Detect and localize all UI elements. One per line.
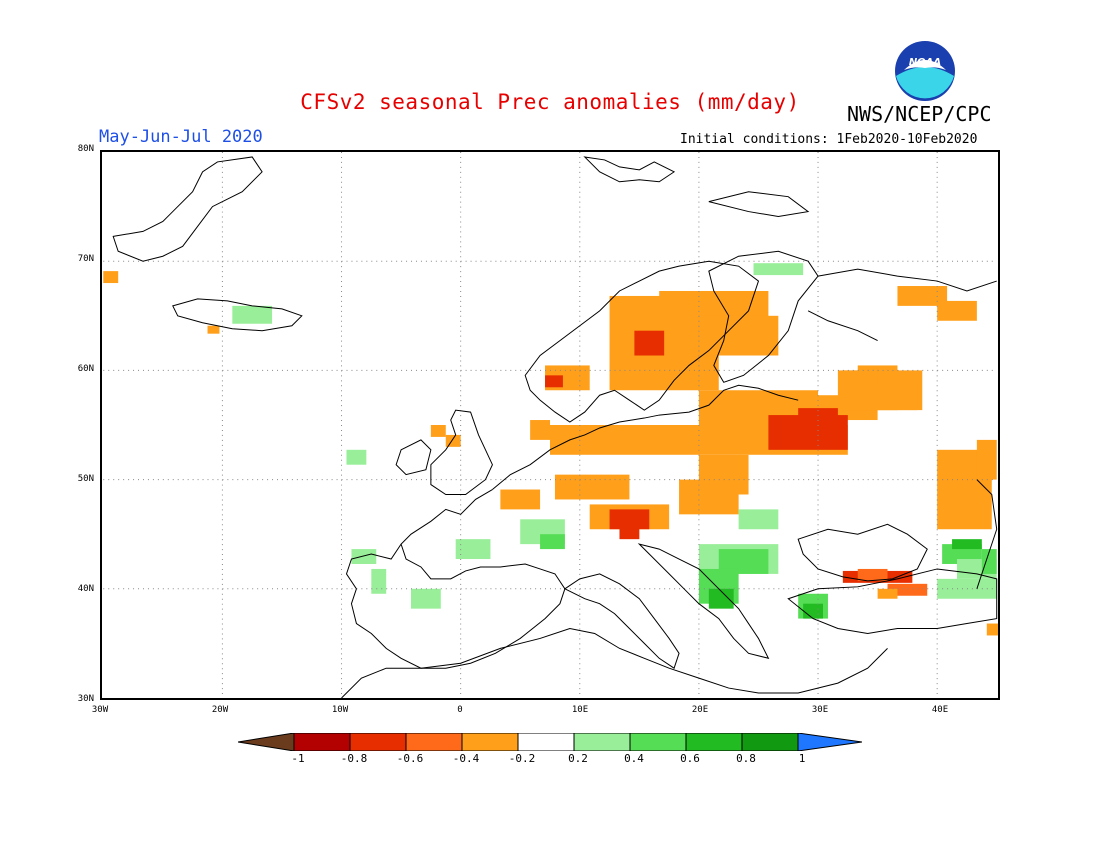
anomaly-map <box>100 150 1000 700</box>
anomaly-patch-orange <box>976 439 997 480</box>
anomaly-patch-darkgreen <box>708 588 734 609</box>
lat-tick-50N: 50N <box>77 474 94 484</box>
colorbar-arrow-right <box>797 733 862 751</box>
colorbar-label: -0.2 <box>508 752 536 765</box>
anomaly-patch-orange <box>937 300 977 321</box>
colorbar-swatch <box>685 733 743 751</box>
agency-label: NWS/NCEP/CPC <box>847 102 992 126</box>
anomaly-patch-darkgreen <box>952 539 982 550</box>
anomaly-patch-orange <box>103 271 119 284</box>
anomaly-patch-darkorange <box>887 583 928 596</box>
anomaly-patch-lightgreen <box>455 539 491 560</box>
map-title: CFSv2 seasonal Prec anomalies (mm/day) <box>300 90 800 114</box>
lat-tick-40N: 40N <box>77 584 94 594</box>
lat-tick-80N: 80N <box>77 144 94 154</box>
anomaly-patch-lightgreen <box>411 588 441 609</box>
lon-tick-30E: 30E <box>811 705 829 715</box>
anomaly-patch-orange <box>207 325 220 334</box>
anomaly-patch-orange <box>554 474 630 500</box>
lon-tick-20W: 20W <box>211 705 229 715</box>
anomaly-patch-orange <box>530 420 550 440</box>
lat-tick-70N: 70N <box>77 254 94 264</box>
anomaly-patch-red <box>634 330 665 356</box>
anomaly-patch-orange <box>897 286 948 306</box>
anomaly-patch-green <box>540 534 565 550</box>
lon-tick-40E: 40E <box>931 705 949 715</box>
colorbar-label: -0.8 <box>340 752 368 765</box>
anomaly-patch-orange <box>445 434 461 447</box>
colorbar-label: -1 <box>291 752 305 765</box>
anomaly-patch-lightgreen <box>753 263 804 276</box>
anomaly-patch-orange <box>698 454 749 495</box>
anomaly-patch-orange <box>430 425 446 437</box>
anomaly-patch-lightgreen <box>232 305 273 324</box>
colorbar-swatch <box>741 733 799 751</box>
anomaly-patch-orange <box>698 315 779 356</box>
colorbar-swatch <box>405 733 463 751</box>
colorbar <box>238 733 862 751</box>
colorbar-label: 1 <box>798 752 806 765</box>
lat-tick-60N: 60N <box>77 364 94 374</box>
anomaly-cells <box>103 263 998 636</box>
colorbar-label: 0.8 <box>736 752 756 765</box>
logo-text: NOAA <box>909 57 941 68</box>
lon-tick-20E: 20E <box>691 705 709 715</box>
lon-tick-0: 0 <box>457 705 463 715</box>
anomaly-patch-lightgreen <box>351 549 377 564</box>
anomaly-patch-orange <box>986 623 998 636</box>
coastlines <box>112 156 998 698</box>
anomaly-patch-lightgreen <box>371 568 387 594</box>
colorbar-label: 0.2 <box>568 752 588 765</box>
anomaly-patch-red <box>609 509 650 530</box>
colorbar-swatch <box>629 733 687 751</box>
colorbar-arrow-left <box>238 733 295 751</box>
lon-tick-30W: 30W <box>91 705 109 715</box>
colorbar-label: 0.6 <box>680 752 700 765</box>
initial-conditions: Initial conditions: 1Feb2020-10Feb2020 <box>680 132 978 147</box>
colorbar-swatch <box>573 733 631 751</box>
anomaly-patch-red <box>619 524 640 540</box>
colorbar-swatch <box>293 733 351 751</box>
lon-tick-10W: 10W <box>331 705 349 715</box>
lon-tick-10E: 10E <box>571 705 589 715</box>
anomaly-patch-darkgreen <box>803 603 823 619</box>
anomaly-patch-orange <box>500 489 541 510</box>
colorbar-swatch <box>461 733 519 751</box>
graticule <box>103 152 997 698</box>
colorbar-swatch <box>517 733 575 751</box>
anomaly-patch-red <box>545 375 563 388</box>
forecast-period: May-Jun-Jul 2020 <box>99 127 263 147</box>
lat-tick-30N: 30N <box>77 694 94 704</box>
anomaly-patch-lightgreen <box>346 449 367 465</box>
anomaly-patch-lightgreen <box>738 509 779 530</box>
anomaly-patch-orange <box>877 588 898 599</box>
colorbar-label: -0.6 <box>396 752 424 765</box>
anomaly-patch-green <box>981 549 997 574</box>
anomaly-patch-darkorange <box>857 568 888 581</box>
colorbar-swatch <box>349 733 407 751</box>
anomaly-patch-orange <box>877 370 898 386</box>
colorbar-label: -0.4 <box>452 752 480 765</box>
noaa-logo: NOAA <box>895 41 955 101</box>
colorbar-label: 0.4 <box>624 752 644 765</box>
